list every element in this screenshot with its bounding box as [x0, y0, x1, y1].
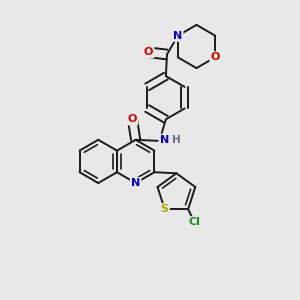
Text: H: H: [172, 135, 180, 145]
Text: Cl: Cl: [189, 217, 200, 227]
Text: O: O: [144, 47, 153, 57]
Text: S: S: [161, 204, 169, 214]
Text: N: N: [173, 31, 182, 41]
Text: O: O: [128, 114, 137, 124]
Text: N: N: [131, 178, 140, 188]
Text: N: N: [160, 135, 169, 145]
Text: O: O: [211, 52, 220, 62]
